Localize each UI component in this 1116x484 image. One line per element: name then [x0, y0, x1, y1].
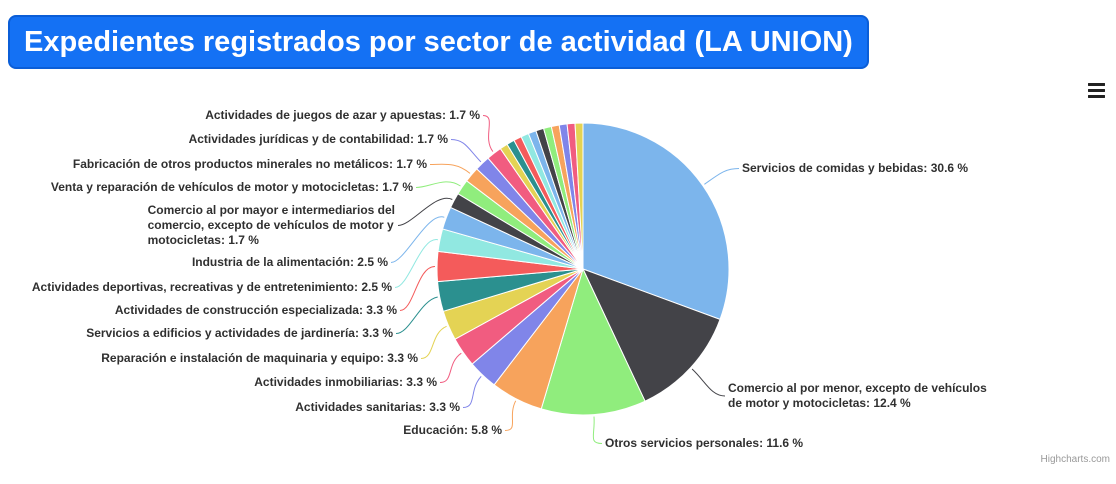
pie-label-deportivas: Actividades deportivas, recreativas y de…	[31, 280, 392, 294]
label-connector-7	[395, 296, 438, 334]
label-connector-13	[429, 163, 471, 174]
pie-label-fabricacion-minerales: Fabricación de otros productos minerales…	[72, 157, 427, 171]
pie-label-comercio-mayor: Comercio al por mayor e intermediarios d…	[147, 203, 395, 247]
label-connector-5	[439, 352, 462, 383]
pie-label-construccion: Actividades de construcción especializad…	[114, 303, 397, 317]
label-connector-8	[399, 265, 436, 311]
export-menu-button[interactable]	[1085, 79, 1107, 101]
highcharts-credit-link[interactable]: Highcharts.com	[1040, 454, 1110, 465]
pie-label-otros-servicios: Otros servicios personales: 11.6 %	[605, 436, 804, 450]
pie-label-servicios-comidas: Servicios de comidas y bebidas: 30.6 %	[742, 161, 969, 175]
pie-label-maquinaria: Reparación e instalación de maquinaria y…	[101, 351, 418, 365]
label-connector-1	[691, 368, 726, 397]
label-connector-9	[394, 239, 438, 288]
pie-label-juridicas: Actividades jurídicas y de contabilidad:…	[188, 132, 448, 146]
pie-label-inmobiliarias: Actividades inmobiliarias: 3.3 %	[254, 375, 437, 389]
pie-slice-26[interactable]	[574, 122, 584, 270]
pie-label-sanitarias: Actividades sanitarias: 3.3 %	[295, 400, 460, 414]
label-connector-15	[482, 115, 494, 152]
label-connector-3	[504, 400, 517, 431]
label-connector-4	[462, 376, 482, 408]
label-connector-11	[397, 197, 453, 226]
pie-label-educacion: Educación: 5.8 %	[403, 423, 502, 437]
label-connector-0	[704, 168, 740, 185]
pie-label-juegos-azar: Actividades de juegos de azar y apuestas…	[205, 108, 480, 122]
pie-label-jardineria: Servicios a edificios y actividades de j…	[86, 326, 393, 340]
pie-label-industria-alimentacion: Industria de la alimentación: 2.5 %	[191, 255, 388, 269]
pie-label-comercio-menor: Comercio al por menor, excepto de vehícu…	[728, 381, 987, 410]
label-connector-10	[390, 216, 445, 263]
label-connector-2	[592, 416, 603, 444]
pie-slice-2[interactable]	[540, 268, 646, 416]
pie-slice-1[interactable]	[582, 268, 721, 402]
pie-slice-0[interactable]	[582, 122, 730, 320]
pie-label-venta-vehiculos: Venta y reparación de vehículos de motor…	[50, 180, 413, 194]
label-connector-12	[415, 181, 461, 188]
label-connector-6	[420, 325, 447, 359]
chart-title: Expedientes registrados por sector de ac…	[8, 15, 869, 69]
label-connector-14	[450, 139, 482, 163]
